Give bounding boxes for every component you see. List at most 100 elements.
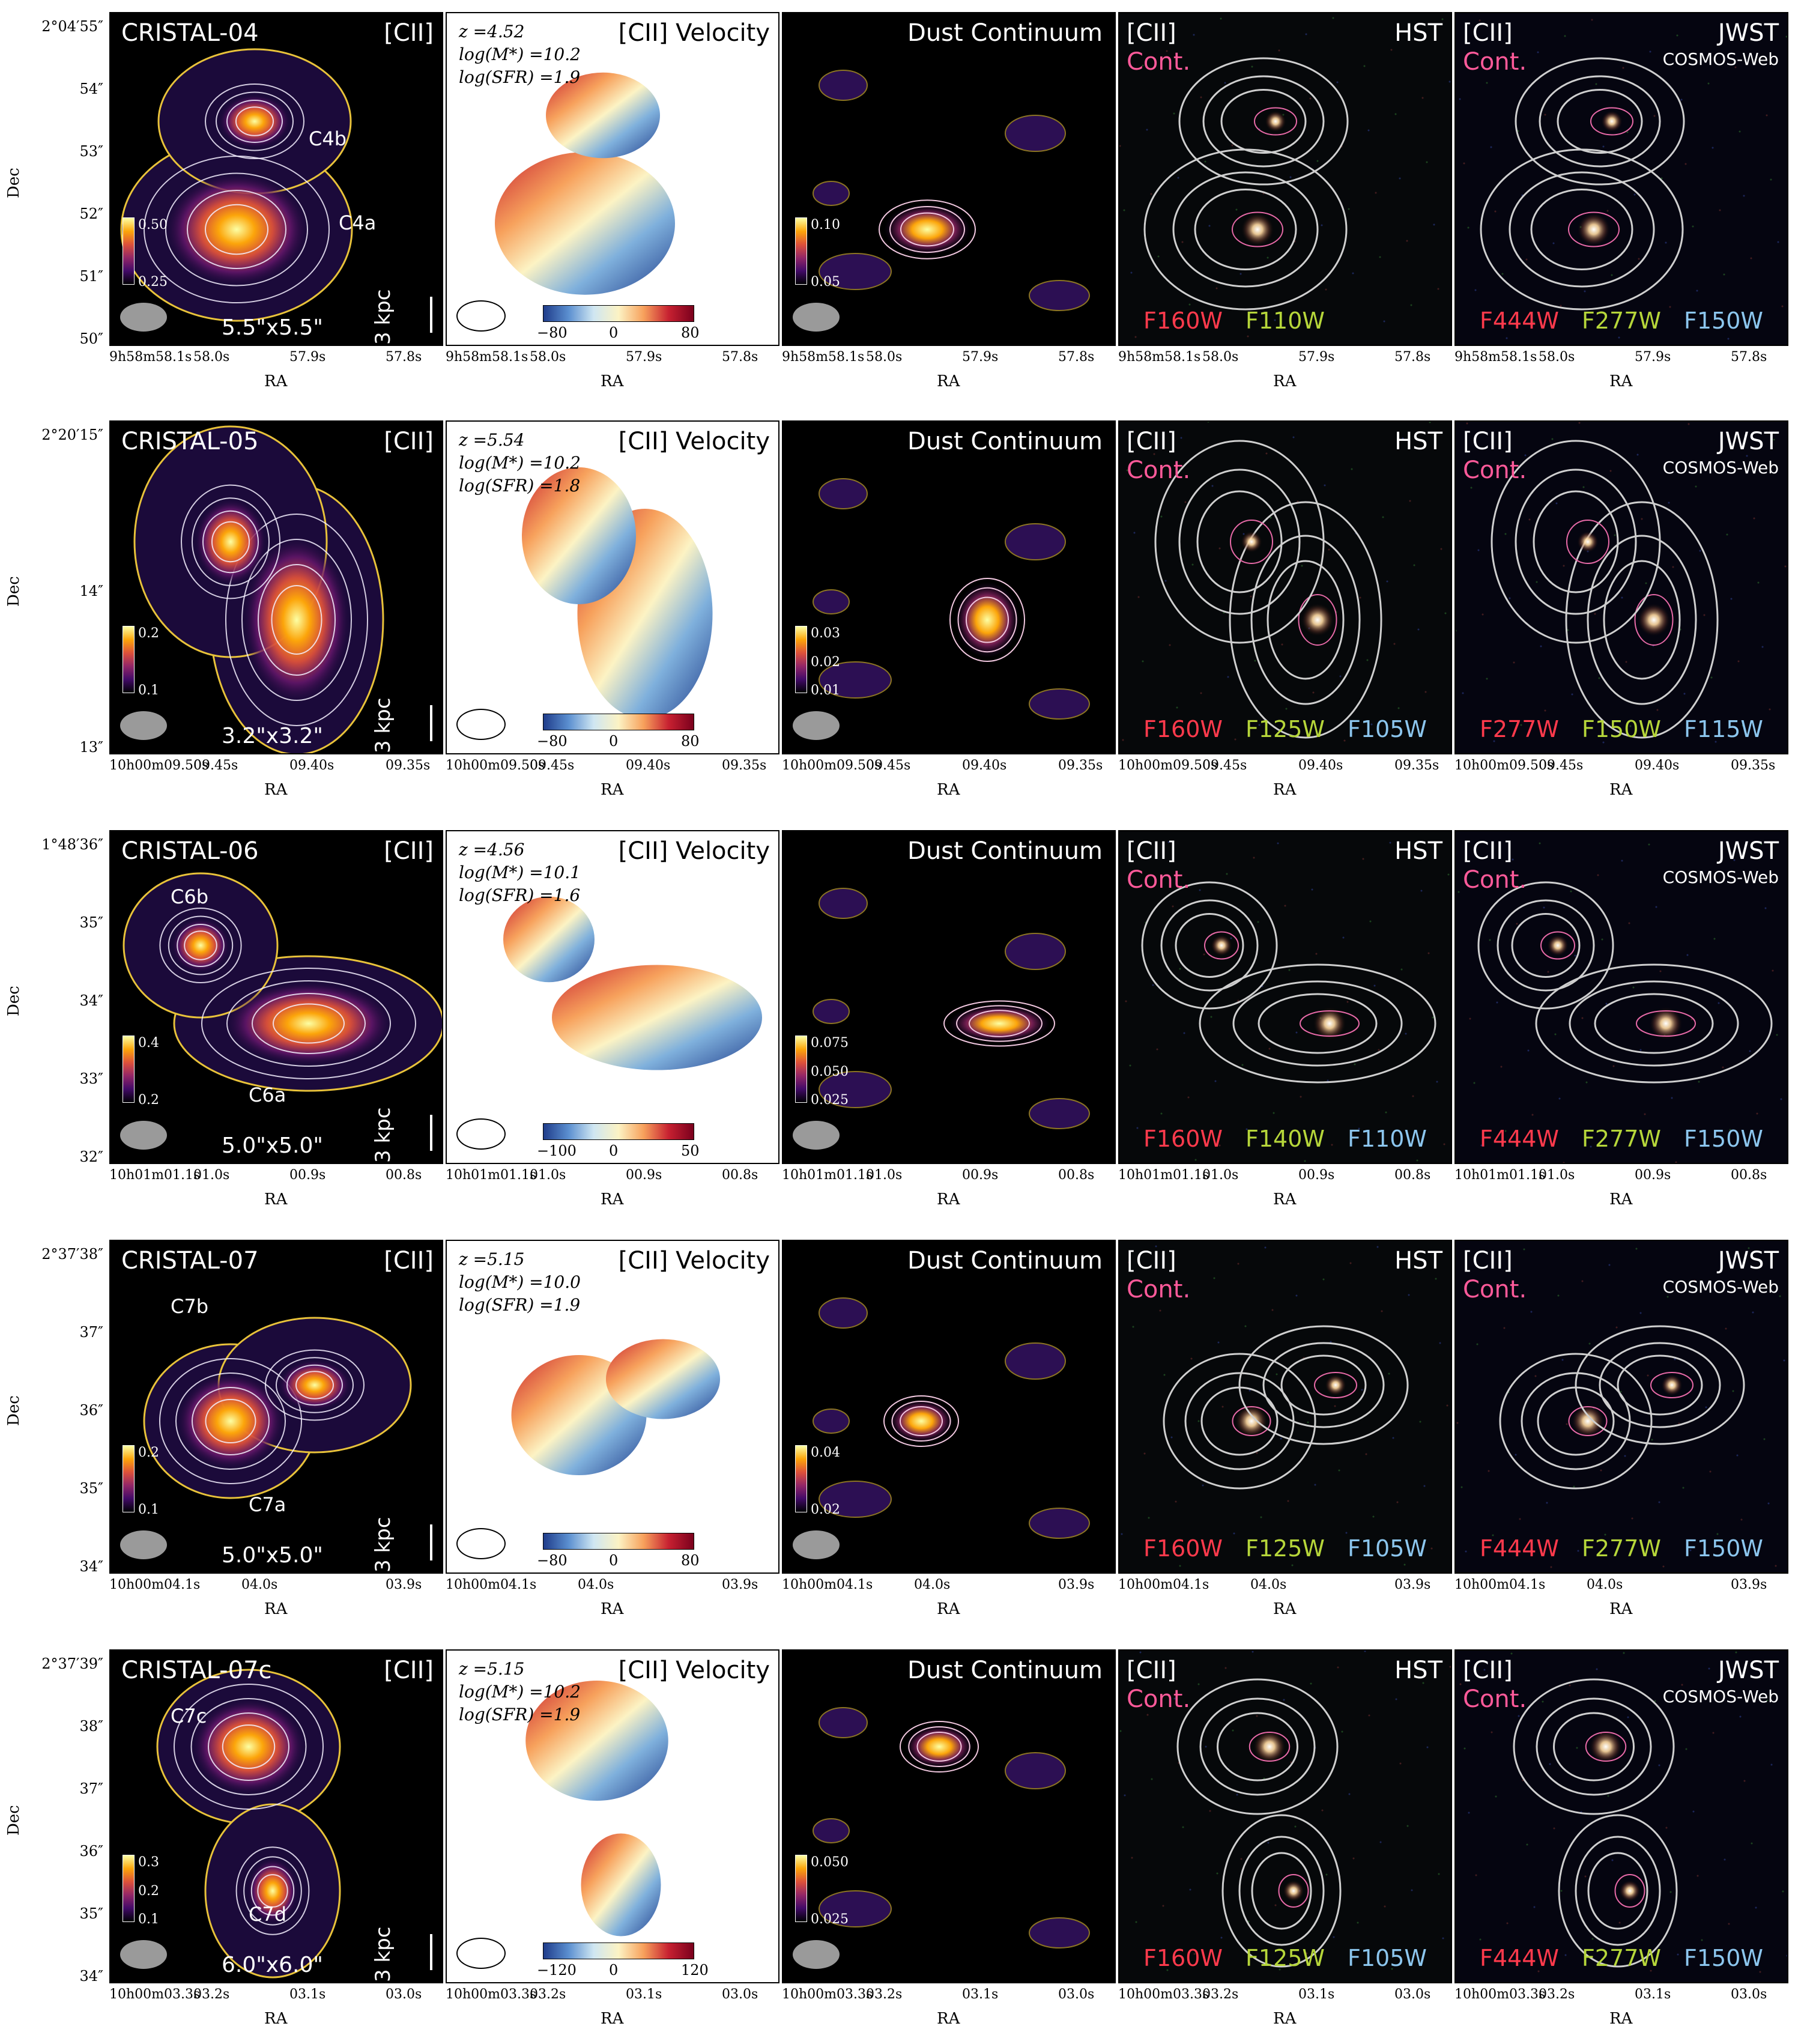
colorbar-tick: 0.02 <box>811 1502 840 1517</box>
background-noise <box>1665 241 1667 244</box>
background-noise <box>1200 96 1202 99</box>
velocity-colorbar <box>543 1942 694 1959</box>
ra-axis-label: RA <box>1273 1190 1297 1209</box>
background-noise <box>1253 857 1255 859</box>
background-noise <box>1475 1874 1477 1876</box>
galaxy-source <box>1601 111 1623 132</box>
cii-label: [CII] <box>1127 428 1176 455</box>
background-noise <box>1359 596 1361 599</box>
jwst-panel: [CII] Cont. JWST COSMOS-Web F277W F150W F115W <box>1454 420 1788 754</box>
background-noise <box>1570 890 1572 893</box>
background-noise <box>1134 336 1137 338</box>
cii-contour <box>1172 171 1319 288</box>
background-noise <box>1251 65 1253 68</box>
background-noise <box>1712 147 1714 149</box>
cii-contour <box>1238 1836 1325 1946</box>
background-noise <box>1156 1048 1158 1051</box>
filter-label: F150W <box>1684 1126 1763 1152</box>
emission-peak <box>195 499 267 585</box>
velocity-label: [CII] Velocity <box>618 19 770 47</box>
filter-label: F150W <box>1582 716 1661 742</box>
background-noise <box>1468 1812 1470 1814</box>
cii-contour <box>1515 469 1637 615</box>
background-noise <box>1558 1097 1561 1100</box>
background-noise <box>1423 1485 1426 1487</box>
background-noise <box>1429 422 1431 423</box>
filter-label: F160W <box>1143 1535 1223 1562</box>
cont-label: Cont. <box>1463 456 1527 484</box>
ra-tick: 58.0s <box>193 350 230 365</box>
background-noise <box>1675 1161 1677 1163</box>
dust-continuum-panel: Dust Continuum 0.075 0.050 0.025 <box>782 830 1116 1164</box>
velocity-panel: z =4.56 log(M*) =10.1 log(SFR) =1.6 [CII] V… <box>446 830 779 1164</box>
ra-tick: 10h01m01.1s <box>782 1168 873 1183</box>
ra-tick: 57.9s <box>962 350 999 365</box>
background-noise <box>1560 305 1562 307</box>
background-noise <box>1184 501 1187 503</box>
background-noise <box>1426 1746 1429 1748</box>
background-noise <box>1337 1666 1339 1669</box>
background-noise <box>1491 1731 1493 1733</box>
background-noise <box>1169 644 1171 646</box>
background-noise <box>1590 1145 1592 1148</box>
panel-background <box>1119 1651 1451 1982</box>
ra-tick: 10h00m09.50s <box>1454 758 1554 773</box>
ra-tick: 10h00m03.3s <box>782 1987 873 2002</box>
background-noise <box>1602 145 1605 148</box>
background-noise <box>1598 677 1600 679</box>
ra-tick: 57.8s <box>1058 350 1095 365</box>
dec-axis-label: Dec <box>5 1805 23 1836</box>
beam-ellipse <box>120 711 167 740</box>
background-noise <box>1146 129 1148 131</box>
background-noise <box>1708 1667 1710 1670</box>
panel-image <box>783 13 1115 345</box>
background-noise <box>1367 129 1370 132</box>
colorbar-tick: 0.2 <box>138 1445 159 1460</box>
background-noise <box>1764 907 1767 909</box>
cii-label: [CII] <box>1463 837 1513 865</box>
background-noise <box>1200 692 1202 694</box>
background-noise <box>1485 875 1487 877</box>
instrument-label: JWST <box>1718 428 1779 455</box>
background-noise <box>1658 1501 1660 1503</box>
continuum-contour <box>1650 1372 1693 1398</box>
background-noise <box>1175 1500 1177 1503</box>
ra-tick: 10h00m04.1s <box>1118 1577 1209 1592</box>
ra-axis-label: RA <box>937 1190 960 1209</box>
dec-tick: 1°48′36″ <box>41 836 103 853</box>
colorbar-tick: 0.3 <box>138 1855 159 1870</box>
background-noise <box>1519 1518 1521 1520</box>
background-noise <box>1416 1159 1418 1162</box>
background-noise <box>1647 1374 1649 1377</box>
dec-tick: 38″ <box>79 1718 103 1735</box>
ra-tick: 58.0s <box>530 350 566 365</box>
cii-contour <box>1196 490 1283 593</box>
dust-peak <box>884 204 970 255</box>
ra-axis-label: RA <box>1273 1600 1297 1618</box>
ra-tick: 9h58m58.1s <box>782 350 865 365</box>
ra-tick: 03.2s <box>1539 1987 1575 2002</box>
noise-feature <box>819 70 868 101</box>
background-noise <box>1503 1327 1506 1329</box>
cii-contour <box>1557 89 1643 154</box>
continuum-contour <box>1204 931 1239 960</box>
background-noise <box>1441 18 1444 20</box>
filter-label: F277W <box>1582 308 1661 334</box>
background-noise <box>1465 1550 1467 1553</box>
ra-tick: 10h00m03.3s <box>446 1987 537 2002</box>
panel-image <box>783 1651 1115 1982</box>
instrument-label: JWST <box>1718 837 1779 865</box>
galaxy-source <box>1235 1404 1268 1438</box>
cii-contour <box>202 510 259 574</box>
galaxy-source <box>1619 1880 1641 1902</box>
scale-bar-label: 3 kpc <box>371 1107 395 1163</box>
background-noise <box>1437 288 1439 290</box>
background-noise <box>1777 241 1779 243</box>
cii-label: [CII] <box>1127 19 1176 47</box>
background-noise <box>1181 241 1184 243</box>
background-noise <box>1236 1794 1238 1796</box>
galaxy-source <box>1589 1730 1623 1763</box>
ra-axis-label: RA <box>937 1600 960 1618</box>
dec-tick: 54″ <box>79 80 103 97</box>
background-noise <box>1668 502 1670 504</box>
